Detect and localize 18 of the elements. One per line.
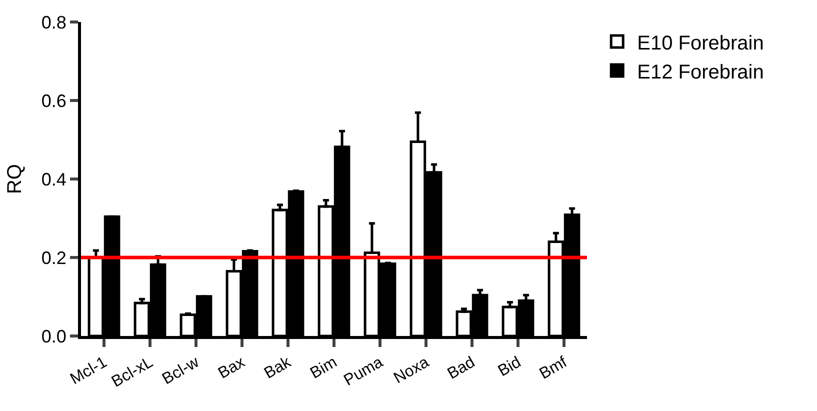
x-tick-label: Bcl-w	[160, 354, 202, 388]
legend-label: E10 Forebrain	[637, 32, 764, 54]
x-tick-label: Mcl-1	[68, 354, 110, 388]
y-tick-label: 0.4	[41, 169, 66, 190]
y-tick-label: 0.8	[41, 12, 66, 32]
x-tick-label: Bak	[262, 353, 295, 382]
x-tick-label: Bid	[495, 354, 524, 380]
y-axis-title: RQ	[4, 164, 26, 194]
x-tick-label: Noxa	[391, 354, 432, 388]
legend-label: E12 Forebrain	[637, 61, 764, 84]
x-tick-label: Bax	[216, 354, 248, 382]
x-tick-label: Bmf	[536, 354, 570, 383]
y-tick-label: 0.6	[41, 90, 66, 111]
y-tick-label: 0.0	[41, 326, 66, 346]
y-tick-label: 0.2	[41, 248, 66, 268]
x-tick-label: Puma	[341, 354, 386, 390]
x-tick-label: Bad	[444, 354, 478, 383]
x-tick-label: Bim	[308, 354, 340, 382]
